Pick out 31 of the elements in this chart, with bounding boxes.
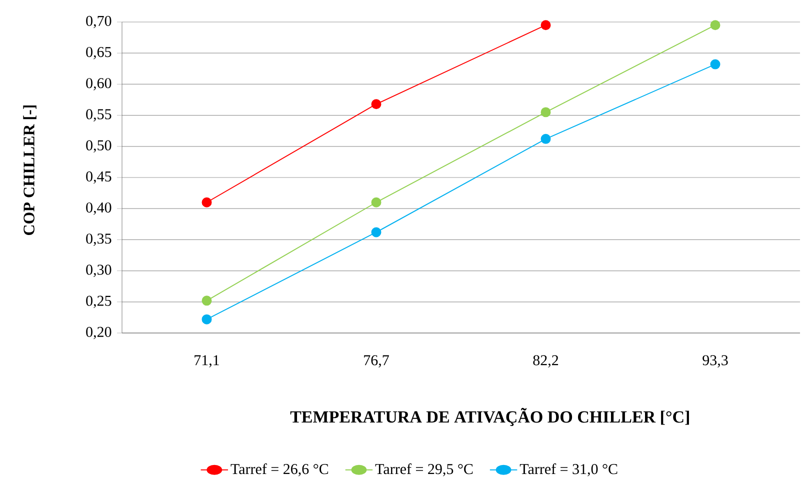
y-tick-label: 0,55 <box>86 109 112 122</box>
y-tick-label: 0,65 <box>86 46 112 60</box>
y-tick-label: 0,30 <box>86 264 112 277</box>
point <box>202 314 212 324</box>
y-tick-label: 0,40 <box>86 202 112 215</box>
point <box>371 197 382 208</box>
point <box>371 227 382 238</box>
point <box>371 99 382 110</box>
x-tick-label: 82,2 <box>533 355 558 368</box>
point <box>710 20 720 30</box>
x-axis-title: TEMPERATURA DE ATIVAÇÃO DO CHILLER [°C] <box>290 408 689 426</box>
point <box>540 107 551 118</box>
legend-label: Tarref = 31,0 °C <box>520 463 618 476</box>
point <box>540 134 551 144</box>
point <box>202 197 212 208</box>
y-tick-label: 0,60 <box>86 78 112 90</box>
x-tick-label: 76,7 <box>364 355 389 368</box>
y-axis-title: COP CHILLER [-] <box>23 105 36 236</box>
y-tick-label: 0,25 <box>86 296 112 308</box>
legend-label: Tarref = 29,5 °C <box>375 463 473 476</box>
y-tick-label: 0,20 <box>86 326 112 340</box>
point <box>710 59 720 70</box>
x-tick-label: 71,1 <box>194 355 219 368</box>
point <box>202 296 212 306</box>
y-tick-label: 0,70 <box>86 16 112 28</box>
point <box>540 20 551 30</box>
y-tick-label: 0,35 <box>86 234 112 246</box>
x-tick-label: 93,3 <box>702 355 728 368</box>
legend-label: Tarref = 26,6 °C <box>230 463 328 476</box>
y-tick-label: 0,45 <box>86 171 112 184</box>
y-tick-label: 0,50 <box>86 140 112 153</box>
